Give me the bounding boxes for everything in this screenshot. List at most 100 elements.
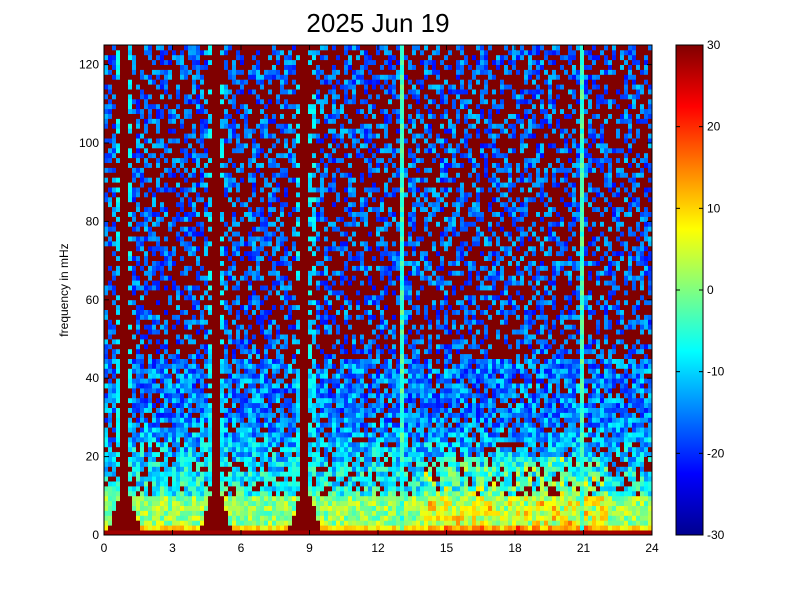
heatmap-cell [292, 368, 297, 374]
heatmap-cell [292, 402, 297, 408]
heatmap-cell [296, 260, 301, 266]
heatmap-cell [288, 118, 293, 124]
heatmap-cell [256, 157, 261, 163]
heatmap-cell [124, 510, 129, 516]
heatmap-cell [208, 138, 213, 144]
heatmap-cell [224, 495, 229, 502]
heatmap-cell [104, 461, 109, 467]
heatmap-cell [276, 412, 281, 418]
heatmap-cell [268, 407, 273, 413]
heatmap-cell [176, 143, 181, 149]
heatmap-cell [236, 265, 241, 271]
heatmap-cell [248, 530, 253, 536]
heatmap-cell [276, 133, 281, 139]
heatmap-cell [288, 304, 293, 310]
heatmap-cell [204, 304, 209, 310]
heatmap-cell [156, 270, 161, 276]
heatmap-cell [280, 241, 285, 247]
heatmap-cell [144, 466, 149, 472]
heatmap-cell [204, 334, 209, 340]
heatmap-cell [240, 162, 245, 168]
heatmap-cell [260, 128, 265, 134]
heatmap-cell [108, 505, 113, 511]
heatmap-cell [152, 427, 157, 433]
heatmap-cell [188, 486, 193, 492]
heatmap-cell [272, 378, 277, 384]
heatmap-cell [172, 211, 177, 217]
heatmap-cell [228, 339, 233, 345]
heatmap-cell [148, 290, 153, 296]
heatmap-cell [260, 89, 265, 95]
heatmap-cell [244, 241, 249, 247]
heatmap-cell [172, 417, 177, 423]
heatmap-cell [284, 348, 289, 355]
heatmap-cell [164, 304, 169, 310]
heatmap-cell [244, 147, 249, 154]
heatmap-cell [248, 383, 253, 389]
heatmap-cell [208, 441, 213, 448]
heatmap-cell [248, 353, 253, 359]
heatmap-cell [164, 285, 169, 291]
heatmap-cell [240, 490, 245, 497]
heatmap-cell [192, 456, 197, 462]
heatmap-cell [108, 69, 113, 75]
heatmap-cell [276, 290, 281, 296]
heatmap-cell [228, 412, 233, 418]
heatmap-cell [192, 422, 197, 428]
heatmap-cell [276, 476, 281, 482]
heatmap-cell [148, 407, 153, 413]
heatmap-cell [276, 157, 281, 163]
heatmap-cell [284, 79, 289, 85]
heatmap-cell [188, 515, 193, 521]
heatmap-cell [116, 49, 121, 56]
heatmap-cell [192, 113, 197, 119]
heatmap-cell [140, 94, 145, 100]
heatmap-cell [140, 437, 145, 443]
heatmap-cell [160, 192, 165, 198]
heatmap-cell [232, 446, 237, 453]
heatmap-cell [232, 255, 237, 261]
heatmap-cell [164, 495, 169, 502]
heatmap-cell [256, 383, 261, 389]
heatmap-cell [144, 54, 149, 61]
heatmap-cell [216, 94, 221, 100]
heatmap-cell [292, 486, 297, 492]
heatmap-cell [168, 118, 173, 124]
heatmap-cell [156, 456, 161, 462]
heatmap-cell [284, 314, 289, 320]
heatmap-cell [204, 388, 209, 394]
heatmap-cell [196, 84, 201, 90]
heatmap-cell [204, 290, 209, 296]
heatmap-cell [220, 182, 225, 188]
heatmap-cell [124, 456, 129, 462]
heatmap-cell [112, 397, 117, 404]
heatmap-cell [184, 348, 189, 355]
heatmap-cell [152, 74, 157, 80]
heatmap-cell [148, 461, 153, 467]
heatmap-cell [184, 451, 189, 457]
heatmap-cell [288, 182, 293, 188]
heatmap-cell [176, 260, 181, 266]
heatmap-cell [132, 59, 137, 65]
heatmap-cell [128, 275, 133, 281]
heatmap-cell [196, 530, 201, 536]
heatmap-cell [216, 368, 221, 374]
heatmap-cell [140, 113, 145, 119]
heatmap-cell [156, 206, 161, 212]
heatmap-cell [264, 486, 269, 492]
heatmap-cell [292, 201, 297, 208]
heatmap-cell [256, 490, 261, 497]
heatmap-cell [216, 520, 221, 526]
heatmap-cell [220, 348, 225, 355]
heatmap-cell [232, 79, 237, 85]
heatmap-cell [284, 466, 289, 472]
heatmap-cell [204, 510, 209, 516]
heatmap-cell [192, 402, 197, 408]
heatmap-cell [116, 216, 121, 222]
heatmap-cell [192, 412, 197, 418]
heatmap-cell [208, 422, 213, 428]
heatmap-cell [164, 363, 169, 369]
heatmap-cell [252, 118, 257, 124]
heatmap-cell [216, 412, 221, 418]
heatmap-cell [124, 108, 129, 114]
